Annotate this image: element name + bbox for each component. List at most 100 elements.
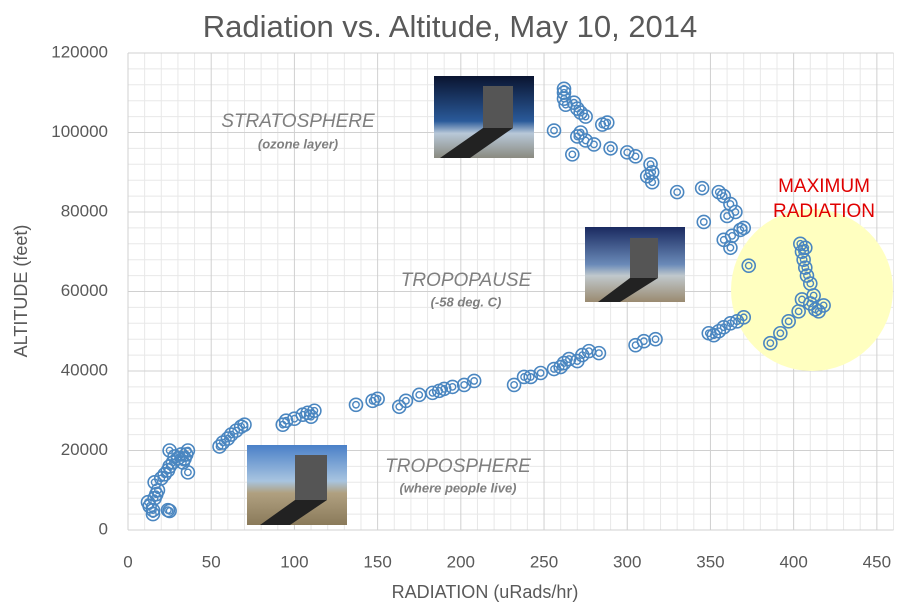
point-ring (448, 382, 457, 391)
point-ring (348, 397, 364, 413)
annotation: STRATOSPHERE (221, 111, 375, 132)
point-ring (763, 335, 778, 351)
point-ring (550, 126, 558, 135)
point-ring (223, 427, 239, 442)
x-tick-label: 300 (613, 552, 641, 571)
point-ring (220, 431, 236, 446)
points (140, 81, 831, 522)
point (696, 214, 712, 230)
y-axis-label: ALTITUDE (feet) (11, 225, 31, 358)
point-ring (445, 379, 460, 395)
point-ring (167, 449, 182, 464)
point (736, 220, 752, 236)
point-ring (586, 137, 602, 152)
point-ring (723, 315, 738, 331)
point-ring (699, 218, 708, 226)
photo (585, 227, 685, 302)
x-tick-label: 350 (696, 552, 724, 571)
point-ring (736, 310, 752, 325)
point-ring (556, 81, 572, 97)
x-axis-label: RADIATION (uRads/hr) (392, 582, 579, 602)
point-ring (711, 184, 727, 200)
point-ring (184, 468, 192, 477)
point-ring (180, 465, 196, 480)
point (619, 145, 635, 160)
point-ring (801, 243, 810, 252)
point-ring (796, 239, 805, 248)
point (398, 393, 414, 409)
point-ring (799, 255, 808, 264)
point-ring (648, 168, 657, 177)
point (816, 298, 831, 313)
point-ring (673, 188, 682, 197)
point-ring (282, 416, 290, 425)
y-tick-label: 60000 (61, 281, 108, 300)
point (307, 403, 322, 419)
point (799, 268, 815, 283)
point-ring (165, 507, 174, 515)
point (566, 95, 582, 110)
point-ring (227, 430, 236, 439)
point-ring (591, 345, 607, 361)
point-ring (466, 373, 482, 389)
point (573, 105, 588, 120)
point-ring (275, 417, 291, 432)
point (411, 387, 427, 403)
x-tick-label: 200 (447, 552, 475, 571)
point (793, 236, 808, 252)
point-ring (411, 387, 427, 403)
point-ring (526, 373, 535, 381)
point-ring (287, 411, 302, 427)
point-ring (553, 359, 568, 375)
point-ring (643, 172, 652, 181)
point-ring (798, 240, 813, 256)
y-tick-label: 40000 (61, 360, 108, 379)
y-tick-label: 0 (99, 519, 108, 538)
point-ring (766, 339, 775, 348)
point (711, 323, 727, 339)
annotation: (where people live) (399, 480, 516, 495)
point-ring (300, 405, 316, 421)
point-ring (619, 145, 635, 160)
point (796, 252, 811, 268)
point (506, 377, 522, 393)
point (565, 147, 580, 162)
point-ring (816, 298, 831, 313)
point (237, 417, 252, 432)
point-ring (533, 365, 549, 381)
point-ring (470, 377, 479, 385)
point-ring (606, 144, 615, 153)
point-ring (157, 467, 172, 482)
point (546, 123, 562, 138)
point-ring (599, 115, 615, 130)
point (643, 157, 658, 172)
point-ring (639, 337, 648, 346)
point-ring (628, 149, 643, 164)
point (644, 164, 660, 180)
point-ring (739, 223, 748, 232)
point (578, 109, 593, 124)
point (370, 391, 385, 407)
point-ring (716, 188, 732, 204)
point-ring (794, 307, 803, 316)
point-ring (570, 98, 578, 107)
point-ring (773, 325, 788, 341)
point-ring (646, 160, 655, 169)
point-ring (726, 200, 735, 208)
y-tick-label: 80000 (61, 201, 108, 220)
point (223, 427, 239, 442)
photo (434, 76, 534, 158)
point-ring (578, 133, 593, 148)
y-tick-label: 120000 (51, 42, 108, 61)
y-tick-label: 20000 (61, 440, 108, 459)
point-ring (798, 260, 813, 275)
point-ring (373, 394, 382, 403)
point-ring (716, 232, 732, 248)
x-tick-label: 150 (363, 552, 391, 571)
x-tick-label: 100 (280, 552, 308, 571)
chart-title: Radiation vs. Altitude, May 10, 2014 (203, 9, 698, 44)
point (556, 81, 572, 97)
point-ring (149, 510, 157, 518)
point-ring (643, 157, 658, 172)
